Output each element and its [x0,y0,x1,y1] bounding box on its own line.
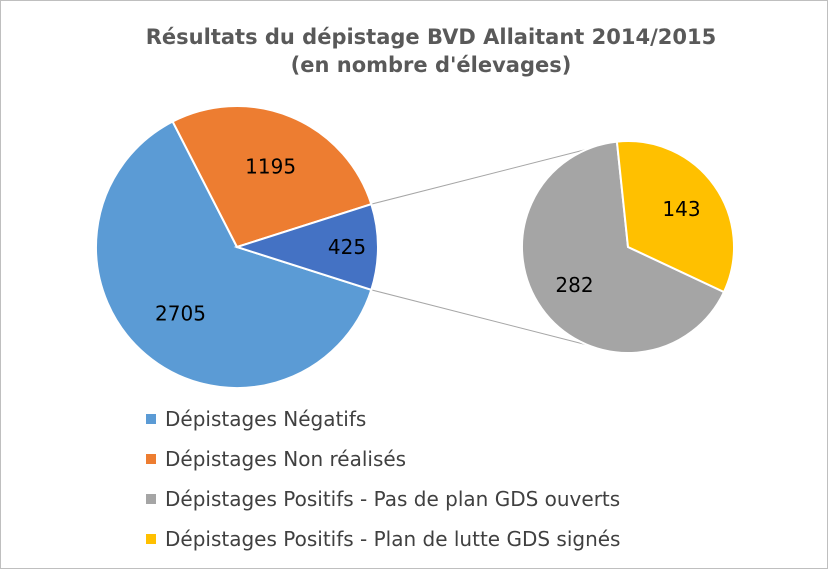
connector-line-top [371,141,618,205]
pie-slice-non_realises [171,105,373,249]
legend-item: Dépistages Positifs - Plan de lutte GDS … [146,519,620,559]
chart-title-line-2: (en nombre d'élevages) [290,53,572,77]
legend-label: Dépistages Positifs - Pas de plan GDS ou… [165,487,621,511]
pie-slice-plan_ouverts [521,140,726,354]
data-label-positifs: 425 [328,235,366,259]
legend-item: Dépistages Positifs - Pas de plan GDS ou… [146,479,620,519]
data-label-plan_ouverts: 282 [555,273,593,297]
legend-swatch [146,494,156,504]
pie-slice-negatifs [95,120,373,390]
legend-swatch [146,534,156,544]
data-label-non_realises: 1195 [245,154,296,178]
legend-item: Dépistages Non réalisés [146,439,620,479]
legend-label: Dépistages Négatifs [165,407,367,431]
connector-line-bottom [371,289,589,346]
legend-label: Dépistages Positifs - Plan de lutte GDS … [165,527,621,551]
data-label-negatifs: 2705 [155,302,206,326]
pie-slice-positifs [233,202,379,292]
chart-title-line-1: Résultats du dépistage BVD Allaitant 201… [145,25,717,49]
legend-swatch [146,414,156,424]
data-label-plan_signes: 143 [662,197,700,221]
legend-label: Dépistages Non réalisés [165,447,407,471]
legend-item: Dépistages Négatifs [146,399,620,439]
pie-slice-plan_signes [615,140,735,294]
legend-swatch [146,454,156,464]
chart-title: Résultats du dépistage BVD Allaitant 201… [81,23,781,79]
legend: Dépistages Négatifs Dépistages Non réalis… [146,399,620,559]
